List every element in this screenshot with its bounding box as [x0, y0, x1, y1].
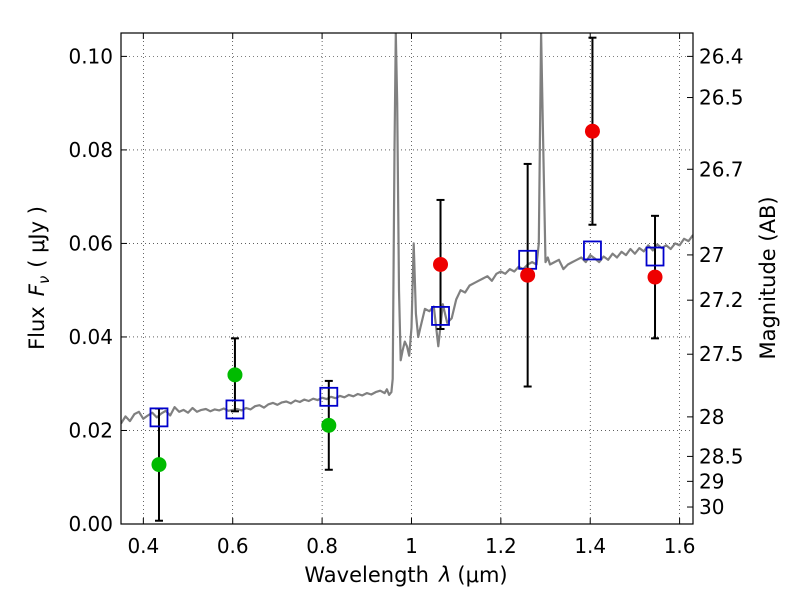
y-tick-label: 0.10: [68, 44, 113, 68]
x-tick-label: 0.6: [217, 534, 249, 558]
model-box-point: [583, 240, 602, 261]
y-axis-symbol: F: [25, 283, 49, 296]
y2-tick-label: 27.2: [699, 288, 744, 312]
y2-tick-label: 27: [699, 243, 724, 267]
model-box-point: [225, 399, 245, 420]
x-tick-label: 0.8: [306, 534, 338, 558]
x-axis-symbol: λ: [438, 563, 451, 587]
plot-frame: [120, 32, 694, 525]
y-axis-title: Flux Fν ( μJy ): [25, 206, 53, 350]
y-tick-label: 0.00: [68, 512, 113, 536]
model-box-point: [431, 306, 450, 326]
y-tick-label: 0.04: [68, 325, 113, 349]
green-data-point: [227, 367, 243, 383]
model-box-point: [149, 407, 169, 428]
x-tick-label: 1.6: [664, 534, 696, 558]
model-box-point: [645, 246, 665, 267]
y2-axis-title: Magnitude (AB): [756, 196, 780, 359]
y2-tick-label: 27.5: [699, 342, 744, 366]
x-axis-unit: (μm): [457, 563, 507, 587]
x-tick-label: 1: [405, 534, 418, 558]
y-axis-label: Flux: [25, 306, 49, 350]
red-data-point: [433, 256, 449, 272]
plot-background: [121, 33, 693, 524]
points-layer: [149, 36, 665, 522]
y-tick-label: 0.02: [68, 418, 113, 442]
red-data-point: [584, 123, 600, 139]
y2-tick-label: 26.5: [699, 86, 744, 110]
x-axis-label: Wavelength: [304, 563, 429, 587]
y2-tick-label: 26.4: [699, 44, 744, 68]
x-tick-label: 1.4: [574, 534, 606, 558]
x-tick-label: 0.4: [127, 534, 159, 558]
ticks: 0.4 0.6 0.8 1 1.2 1.4 1.6 0.00 0.02 0.04 0.06 0.08 0…: [68, 33, 744, 558]
green-data-point: [321, 417, 337, 433]
y2-tick-label: 26.7: [699, 157, 744, 181]
x-tick-label: 1.2: [485, 534, 517, 558]
y-tick-label: 0.08: [68, 138, 113, 162]
y2-tick-label: 28.5: [699, 444, 744, 468]
y2-tick-label: 28: [699, 405, 724, 429]
y2-tick-label: 30: [699, 495, 724, 519]
y-axis-unit: ( μJy ): [25, 206, 49, 268]
model-box-point: [319, 386, 339, 407]
x-axis-title: Wavelength λ (μm): [304, 563, 507, 587]
y-tick-label: 0.06: [68, 231, 113, 255]
red-data-point: [647, 269, 663, 285]
green-data-point: [151, 457, 167, 473]
red-data-point: [520, 267, 536, 283]
y2-tick-label: 29: [699, 469, 724, 493]
y-axis-subscript: ν: [35, 276, 53, 284]
